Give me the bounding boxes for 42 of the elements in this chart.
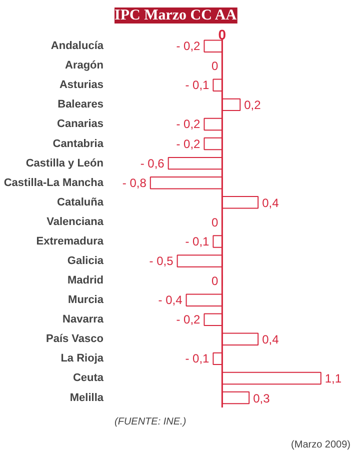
y-tick-label: Andalucía <box>50 40 104 52</box>
y-tick-label: Extremadura <box>36 235 104 248</box>
chart-title: IPC Marzo CC AA <box>114 8 237 24</box>
annotation: 0 <box>218 26 226 42</box>
y-tick-label: Valenciana <box>46 216 104 228</box>
text: (Marzo 2009) <box>291 440 350 450</box>
data-label: - 0,1 <box>185 234 210 248</box>
y-tick-label: Asturias <box>59 79 104 92</box>
data-label: 0,2 <box>244 98 262 112</box>
y-tick-label: Madrid <box>67 274 104 287</box>
data-label: - 0,5 <box>149 254 174 268</box>
y-tick-label: Cantabria <box>52 138 104 150</box>
data-label: - 0,2 <box>176 136 201 151</box>
y-tick-label: Cataluña <box>57 196 104 208</box>
y-tick-label: Navarra <box>62 314 104 326</box>
y-tick-label: País Vasco <box>46 333 104 346</box>
y-tick-label: Canarias <box>57 118 104 130</box>
data-label: - 0,8 <box>122 176 147 190</box>
text: (FUENTE: INE.) <box>114 416 186 428</box>
data-label: - 0,2 <box>176 39 201 54</box>
data-label: - 0,6 <box>140 156 165 170</box>
data-label: - 0,1 <box>185 352 210 366</box>
y-tick-label: Murcia <box>68 294 104 306</box>
y-tick-label: Castilla-La Mancha <box>4 176 104 189</box>
data-label: - 0,2 <box>176 117 201 132</box>
y-tick-label: Galicia <box>67 255 104 268</box>
y-tick-label: Melilla <box>70 392 104 404</box>
data-label: - 0,2 <box>176 312 201 327</box>
data-label: 0,4 <box>262 332 280 347</box>
data-label: 0 <box>212 274 219 288</box>
y-tick-label: Castilla y León <box>26 157 104 170</box>
y-tick-label: Ceuta <box>72 372 104 384</box>
data-label: - 0,4 <box>158 293 183 308</box>
y-tick-label: Aragón <box>65 60 104 72</box>
data-label: 0,4 <box>262 196 280 210</box>
data-label: 0 <box>212 215 219 230</box>
data-label: 1,1 <box>324 372 342 386</box>
data-label: 0,3 <box>253 391 270 406</box>
data-label: 0 <box>212 59 219 74</box>
data-label: - 0,1 <box>185 78 210 92</box>
y-tick-label: Baleares <box>58 98 104 111</box>
y-tick-label: La Rioja <box>60 352 104 365</box>
